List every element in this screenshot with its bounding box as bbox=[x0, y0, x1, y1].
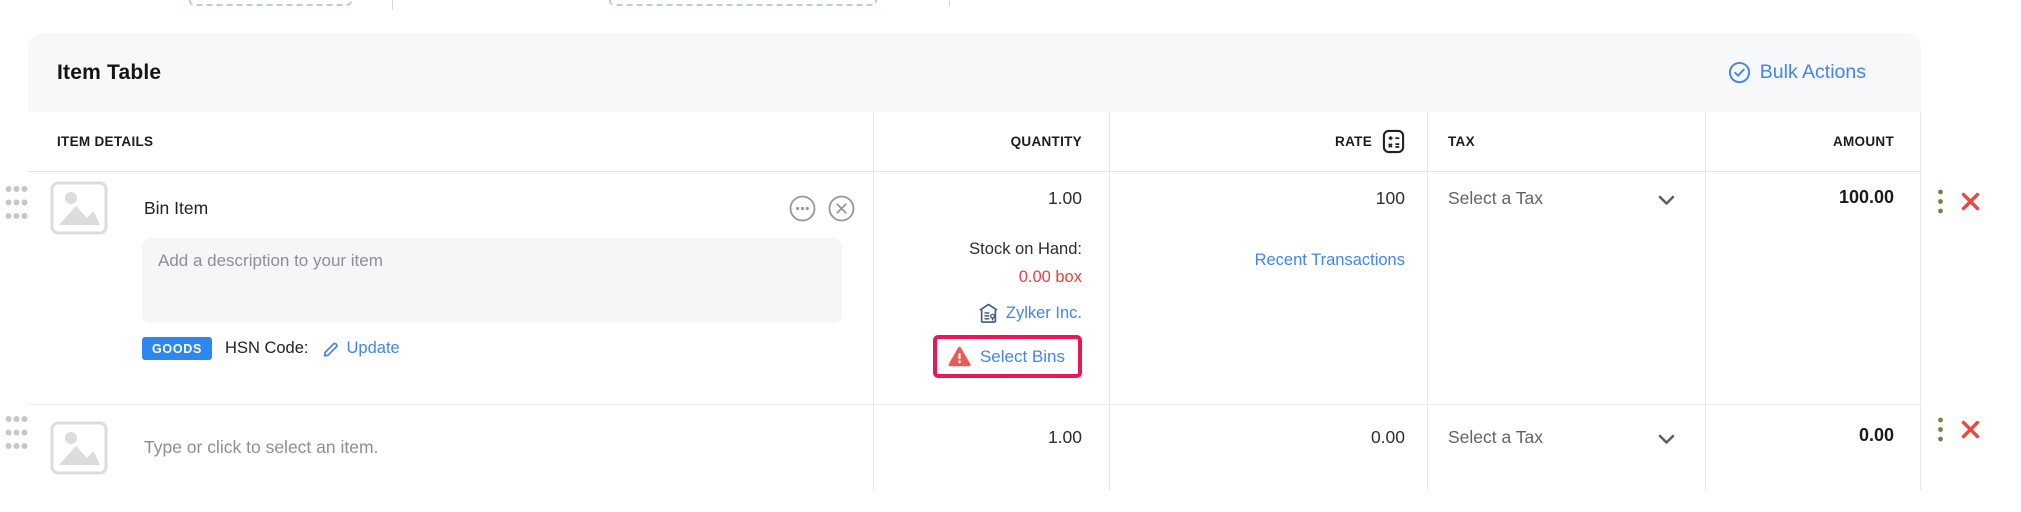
warehouse-icon bbox=[978, 302, 999, 325]
warning-triangle-icon bbox=[948, 346, 971, 367]
cutoff-dashed-field bbox=[609, 0, 877, 6]
item-details-cell bbox=[28, 405, 874, 490]
item-description-input[interactable] bbox=[142, 238, 842, 323]
rate-input[interactable]: 0.00 bbox=[1370, 427, 1405, 447]
recent-transactions-link[interactable]: Recent Transactions bbox=[1254, 251, 1405, 269]
rate-input[interactable]: 100 bbox=[1375, 188, 1405, 208]
hsn-update-link[interactable]: Update bbox=[322, 339, 400, 358]
row-menu-kebab-icon[interactable] bbox=[1936, 188, 1945, 215]
stock-on-hand-value: 0.00 box bbox=[1018, 268, 1082, 286]
chevron-down-icon bbox=[1658, 427, 1675, 445]
column-header-rate-label: RATE bbox=[1335, 134, 1372, 149]
item-details-cell: Bin Item GOODS HSN Code: bbox=[28, 172, 874, 404]
item-clear-icon[interactable] bbox=[828, 195, 855, 222]
tax-select-value: Select a Tax bbox=[1448, 427, 1544, 447]
bulk-actions-label: Bulk Actions bbox=[1759, 61, 1866, 83]
amount-cell: 0.00 bbox=[1706, 405, 1921, 490]
row-delete-icon[interactable] bbox=[1960, 419, 1981, 440]
amount-value: 100.00 bbox=[1838, 187, 1894, 207]
page-title: Item Table bbox=[57, 60, 162, 84]
item-image-placeholder-icon[interactable] bbox=[50, 421, 108, 475]
calculator-icon[interactable] bbox=[1382, 129, 1405, 154]
select-bins-link: Select Bins bbox=[979, 346, 1065, 366]
item-type-badge: GOODS bbox=[142, 337, 213, 360]
select-bins-highlight-box[interactable]: Select Bins bbox=[932, 335, 1082, 378]
column-header-tax: TAX bbox=[1428, 112, 1706, 171]
stock-on-hand-label: Stock on Hand: bbox=[969, 240, 1082, 258]
quantity-input[interactable]: 1.00 bbox=[1047, 188, 1082, 208]
cutoff-dashed-field bbox=[189, 0, 352, 6]
table-row: Bin Item GOODS HSN Code: bbox=[28, 172, 1921, 405]
hsn-update-label: Update bbox=[346, 339, 400, 357]
column-header-item-details: ITEM DETAILS bbox=[28, 112, 874, 171]
item-table-card: Item Table Bulk Actions ITEM DETAILS QUA… bbox=[28, 33, 1921, 490]
table-header-row: ITEM DETAILS QUANTITY RATE TAX AMOUNT bbox=[28, 112, 1921, 172]
quantity-cell: 1.00 Stock on Hand: 0.00 box Zylker Inc.… bbox=[874, 172, 1110, 404]
item-name[interactable]: Bin Item bbox=[144, 197, 209, 218]
item-select-input[interactable] bbox=[144, 437, 873, 458]
row-delete-icon[interactable] bbox=[1960, 191, 1981, 212]
tax-select[interactable]: Select a Tax bbox=[1428, 172, 1706, 404]
column-header-amount: AMOUNT bbox=[1706, 112, 1921, 171]
item-more-options-icon[interactable] bbox=[789, 195, 816, 222]
table-row: 1.00 0.00 Select a Tax 0.00 bbox=[28, 405, 1921, 490]
row-menu-kebab-icon[interactable] bbox=[1936, 416, 1945, 443]
rate-cell: 100 Recent Transactions bbox=[1110, 172, 1428, 404]
check-circle-icon bbox=[1728, 61, 1751, 84]
chevron-down-icon bbox=[1658, 188, 1675, 206]
pencil-icon bbox=[322, 340, 340, 358]
quantity-input[interactable]: 1.00 bbox=[1047, 427, 1082, 447]
rate-cell: 0.00 bbox=[1110, 405, 1428, 490]
cutoff-divider bbox=[392, 0, 393, 10]
column-header-quantity: QUANTITY bbox=[874, 112, 1110, 171]
tax-select-value: Select a Tax bbox=[1448, 188, 1544, 208]
warehouse-name: Zylker Inc. bbox=[1005, 304, 1082, 322]
row-drag-handle-icon[interactable] bbox=[4, 414, 29, 462]
column-header-rate: RATE bbox=[1110, 112, 1428, 171]
amount-value: 0.00 bbox=[1858, 425, 1894, 445]
cutoff-divider bbox=[949, 0, 950, 6]
quantity-cell: 1.00 bbox=[874, 405, 1110, 490]
amount-cell: 100.00 bbox=[1706, 172, 1921, 404]
hsn-code-label: HSN Code: bbox=[225, 339, 309, 357]
card-header: Item Table Bulk Actions bbox=[28, 33, 1921, 112]
warehouse-link[interactable]: Zylker Inc. bbox=[978, 302, 1082, 325]
bulk-actions-button[interactable]: Bulk Actions bbox=[1728, 61, 1866, 84]
tax-select[interactable]: Select a Tax bbox=[1428, 405, 1706, 490]
row-drag-handle-icon[interactable] bbox=[4, 184, 29, 232]
item-image-placeholder-icon[interactable] bbox=[50, 181, 108, 235]
